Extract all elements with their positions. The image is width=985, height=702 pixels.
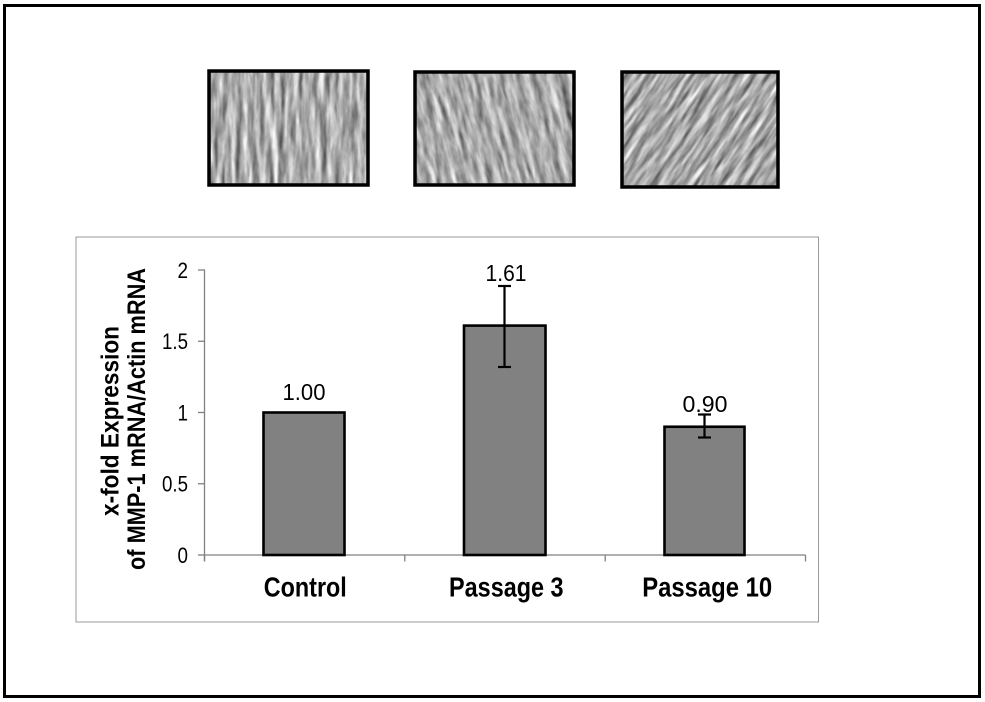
svg-text:0.90: 0.90 [683,391,728,417]
svg-text:Passage 10: Passage 10 [642,572,772,603]
svg-text:0.5: 0.5 [162,472,188,497]
svg-text:2: 2 [178,258,189,283]
svg-text:of MMP-1 mRNA/Actin mRNA: of MMP-1 mRNA/Actin mRNA [123,268,151,570]
svg-text:Control: Control [264,572,347,603]
svg-text:1.5: 1.5 [162,329,188,354]
svg-text:x-fold Expression: x-fold Expression [97,326,125,516]
svg-text:0: 0 [178,543,189,568]
svg-text:Passage 3: Passage 3 [449,572,564,603]
svg-text:1: 1 [178,400,189,425]
svg-text:1.00: 1.00 [283,379,326,405]
svg-text:1.61: 1.61 [486,260,527,286]
